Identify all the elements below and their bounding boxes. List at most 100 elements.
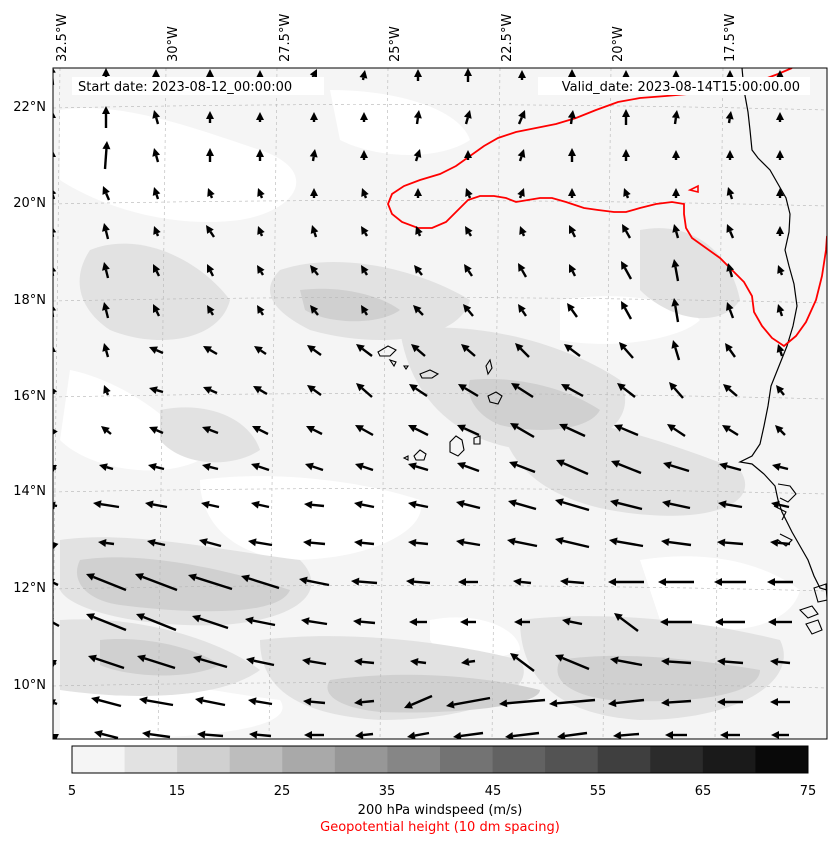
lon-label-20w: 20°W (611, 26, 626, 62)
wind-vector (86, 613, 127, 632)
shading-region (557, 655, 760, 702)
wind-vector (149, 426, 164, 435)
wind-vector (507, 537, 538, 548)
wind-vector (719, 462, 742, 472)
wind-vector (510, 423, 535, 439)
wind-vector (102, 106, 110, 128)
wind-vector (307, 345, 322, 356)
wind-vector (722, 425, 739, 437)
wind-vector (608, 698, 645, 708)
wind-vector (767, 578, 793, 586)
wind-vector (613, 731, 640, 739)
wind-vector (770, 657, 791, 666)
shading-region (468, 379, 600, 430)
wind-vector (102, 141, 111, 170)
wind-vector (257, 305, 265, 316)
wind-vector (517, 149, 526, 162)
geopotential-height-contour-small (687, 184, 699, 194)
wind-vector (726, 263, 735, 278)
colorbar-swatch (334, 746, 388, 773)
lat-label-10n: 10°N (13, 678, 46, 693)
wind-vector (567, 303, 578, 318)
wind-vector (413, 305, 424, 316)
wind-vector (137, 654, 176, 670)
wind-vector (53, 388, 58, 395)
wind-vector (514, 618, 530, 626)
wind-vector (253, 386, 268, 396)
wind-vector (464, 68, 472, 82)
wind-vector (660, 618, 692, 626)
wind-vector (519, 226, 527, 237)
colorbar-swatch (492, 746, 546, 773)
wind-vector (460, 618, 476, 626)
wind-vector (355, 731, 374, 739)
valid-date-label: Valid_date: 2023-08-14T15:00:00.00 (562, 80, 800, 95)
wind-vector (256, 112, 264, 122)
lon-label-27-5w: 27.5°W (278, 14, 293, 62)
wind-vector (53, 68, 56, 85)
wind-vector (53, 542, 59, 550)
wind-vector (136, 613, 177, 632)
shading-region (330, 90, 470, 155)
wind-vector (667, 424, 686, 437)
wind-vector (511, 383, 534, 399)
wind-vector (53, 227, 57, 237)
wind-vector (207, 264, 215, 277)
wind-vector (252, 426, 269, 436)
wind-vector (568, 188, 576, 198)
wind-vector (772, 463, 789, 471)
wind-vector (53, 501, 58, 510)
wind-vector (510, 653, 535, 672)
wind-vector (307, 385, 322, 396)
wind-vector (463, 110, 472, 125)
wind-vector (153, 264, 161, 277)
wind-vector (517, 110, 526, 125)
wind-vector (248, 538, 273, 547)
wind-vector (310, 112, 318, 122)
wind-vector (102, 302, 110, 319)
colorbar-swatches (72, 746, 809, 773)
wind-vector (408, 538, 429, 547)
wind-vector (726, 150, 734, 160)
graticule-meridian (157, 68, 167, 739)
colorbar-tick-15: 15 (169, 784, 186, 799)
wind-vector (672, 224, 681, 239)
wind-vector (408, 425, 429, 437)
wind-vector (102, 186, 111, 201)
lat-label-12n: 12°N (13, 581, 46, 596)
lon-label-22-5w: 22.5°W (500, 14, 515, 62)
wind-vector (446, 696, 491, 709)
wind-vector (556, 459, 589, 476)
wind-vector (361, 265, 369, 276)
wind-vector (465, 188, 473, 199)
wind-vector (257, 226, 265, 237)
wind-vector (568, 148, 576, 162)
valid-date-box (538, 77, 810, 95)
wind-vector (246, 656, 275, 667)
wind-vector (621, 301, 633, 320)
wind-vector (621, 261, 633, 280)
lat-label-16n: 16°N (13, 389, 46, 404)
wind-vector (715, 618, 745, 626)
wind-vector (197, 730, 224, 739)
map-frame (52, 67, 828, 740)
wind-vector (614, 424, 639, 437)
colorbar-tick-55: 55 (590, 784, 607, 799)
wind-vector (360, 150, 368, 160)
wind-vector (257, 188, 265, 199)
wind-vector (453, 731, 484, 739)
wind-vector (147, 538, 166, 547)
wind-vector (509, 461, 536, 474)
wind-vector (355, 425, 374, 437)
wind-vector (776, 304, 785, 317)
colorbar: 5 15 25 35 45 55 65 75 200 hPa windspeed… (68, 745, 817, 835)
wind-vector (717, 538, 744, 547)
latitude-labels: 22°N 20°N 18°N 16°N 14°N 12°N 10°N (13, 100, 46, 693)
wind-vector (555, 654, 590, 671)
shading-region (60, 370, 200, 471)
wind-vector (414, 265, 423, 276)
wind-vector (145, 500, 168, 509)
colorbar-tick-75: 75 (800, 784, 817, 799)
wind-vector (518, 263, 528, 278)
wind-vector (53, 112, 56, 124)
